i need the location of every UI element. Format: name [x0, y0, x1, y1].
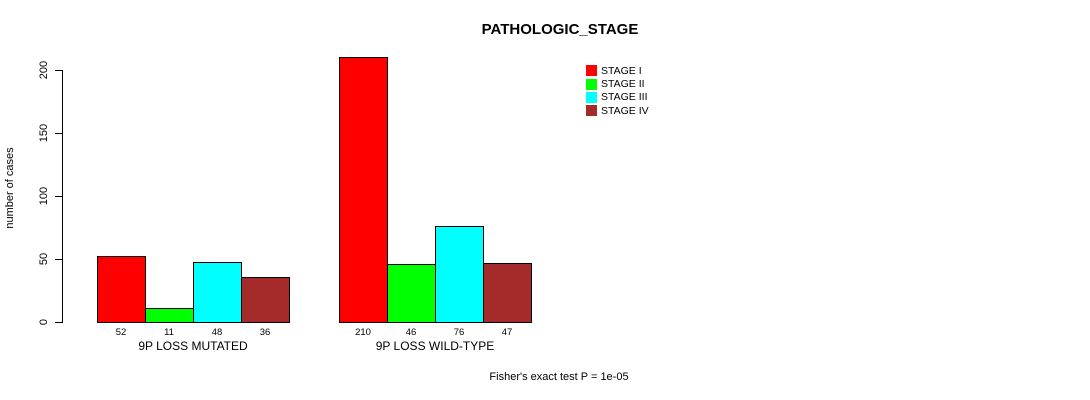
y-axis-tick: [55, 69, 62, 71]
legend-row-stage-i: STAGE I: [586, 64, 649, 77]
bar-value-label: 46: [405, 327, 417, 338]
chart-title: PATHOLOGIC_STAGE: [481, 21, 639, 38]
legend-label: STAGE III: [601, 91, 648, 104]
bar-value-label: 48: [211, 327, 223, 338]
bar-value-label: 36: [259, 327, 271, 338]
legend: STAGE I STAGE II STAGE III STAGE IV: [586, 64, 649, 118]
legend-label: STAGE I: [601, 64, 642, 77]
y-axis-tick-label: 200: [38, 60, 50, 80]
legend-swatch-stage-ii: [586, 78, 597, 90]
x-axis-group-label: 9P LOSS MUTATED: [138, 339, 248, 353]
y-axis-tick-label: 50: [38, 252, 50, 266]
legend-row-stage-iii: STAGE III: [586, 91, 649, 104]
legend-swatch-stage-iii: [586, 91, 597, 103]
bar-value-label: 11: [164, 327, 174, 338]
bar-stage-i-9p-loss-wild-type: [339, 57, 388, 323]
legend-swatch-stage-iv: [586, 105, 597, 117]
y-axis-tick: [55, 132, 62, 134]
y-axis-tick-label: 100: [38, 186, 50, 206]
y-axis-line: [62, 70, 63, 323]
legend-row-stage-iv: STAGE IV: [586, 104, 649, 117]
legend-row-stage-ii: STAGE II: [586, 77, 649, 90]
footnote-text: Fisher's exact test P = 1e-05: [489, 371, 629, 383]
bar-stage-iii-9p-loss-mutated: [193, 261, 242, 323]
bar-value-label: 52: [115, 327, 127, 338]
bar-stage-iv-9p-loss-mutated: [241, 276, 290, 323]
legend-swatch-stage-i: [586, 65, 597, 77]
bar-stage-ii-9p-loss-wild-type: [387, 264, 436, 323]
bar-stage-iv-9p-loss-wild-type: [483, 262, 532, 323]
y-axis-tick-label: 0: [38, 318, 50, 326]
y-axis-tick-label: 150: [38, 123, 50, 143]
y-axis-label: number of cases: [4, 147, 16, 229]
bar-value-label: 47: [501, 327, 513, 338]
bar-value-label: 76: [453, 327, 465, 338]
y-axis-tick: [55, 321, 62, 323]
bar-stage-i-9p-loss-mutated: [97, 256, 146, 323]
legend-label: STAGE IV: [601, 104, 649, 117]
bar-stage-ii-9p-loss-mutated: [145, 308, 194, 323]
y-axis-tick: [55, 195, 62, 197]
y-axis-tick: [55, 258, 62, 260]
legend-label: STAGE II: [601, 78, 645, 91]
bar-value-label: 210: [355, 327, 371, 338]
bar-stage-iii-9p-loss-wild-type: [435, 226, 484, 323]
x-axis-group-label: 9P LOSS WILD-TYPE: [375, 339, 495, 353]
